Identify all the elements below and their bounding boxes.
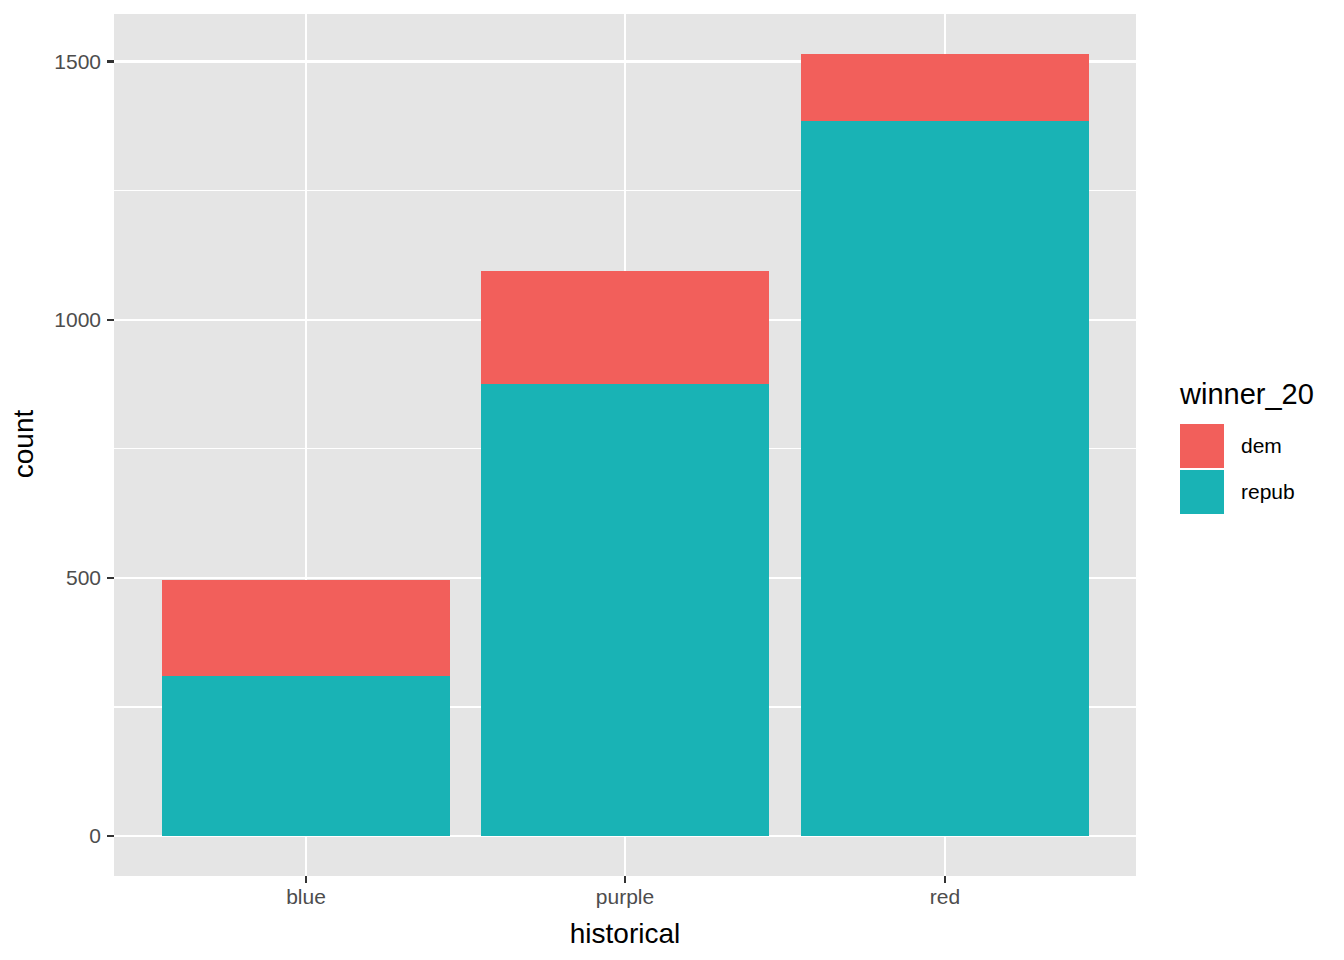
legend-label: dem (1241, 434, 1282, 458)
y-tick-label: 500 (29, 567, 101, 589)
x-tick-mark (944, 876, 947, 883)
legend-title: winner_20 (1180, 378, 1340, 411)
y-tick-mark (107, 835, 114, 838)
y-tick-label: 0 (29, 825, 101, 847)
legend-item-dem: dem (1180, 424, 1340, 468)
chart-figure: count 0 500 1000 1500 blue purple red historic… (0, 0, 1344, 960)
bar-segment-purple-dem (481, 271, 769, 385)
x-tick-label: purple (555, 886, 695, 908)
legend: winner_20 dem repub (1180, 378, 1340, 516)
y-tick-label: 1500 (29, 51, 101, 73)
legend-label: repub (1241, 480, 1295, 504)
x-tick-label: blue (236, 886, 376, 908)
bar-segment-red-dem (801, 54, 1089, 121)
y-tick-mark (107, 319, 114, 322)
x-tick-mark (624, 876, 627, 883)
x-tick-label: red (875, 886, 1015, 908)
x-axis-title: historical (475, 918, 775, 950)
plot-panel (114, 14, 1136, 876)
y-tick-mark (107, 577, 114, 580)
bar-segment-blue-repub (162, 676, 450, 836)
bar-segment-purple-repub (481, 384, 769, 836)
y-tick-mark (107, 60, 114, 63)
y-axis-title: count (8, 410, 40, 479)
y-tick-label: 1000 (29, 309, 101, 331)
legend-items: dem repub (1180, 424, 1340, 514)
legend-swatch-dem (1180, 424, 1224, 468)
legend-item-repub: repub (1180, 470, 1340, 514)
bar-segment-red-repub (801, 121, 1089, 836)
bar-segment-blue-dem (162, 580, 450, 675)
legend-swatch-repub (1180, 470, 1224, 514)
x-tick-mark (305, 876, 308, 883)
